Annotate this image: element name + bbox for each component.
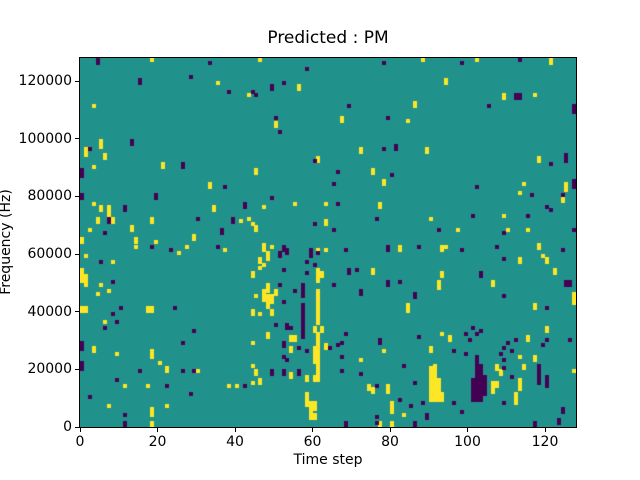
y-tick-mark xyxy=(75,195,79,197)
y-tick-label: 100000 xyxy=(18,130,72,147)
y-tick-mark xyxy=(75,138,79,140)
y-tick-mark xyxy=(75,311,79,313)
x-tick-mark xyxy=(389,428,391,432)
x-tick-label: 20 xyxy=(148,434,167,450)
y-tick-label: 40000 xyxy=(27,303,72,320)
y-tick-mark xyxy=(75,253,79,255)
x-axis-label: Time step xyxy=(293,452,363,468)
x-tick-label: 80 xyxy=(381,434,399,450)
y-tick-mark xyxy=(75,426,79,428)
y-tick-label: 20000 xyxy=(27,361,72,378)
y-tick-label: 0 xyxy=(63,419,72,435)
x-tick-label: 100 xyxy=(454,434,481,450)
x-tick-label: 120 xyxy=(531,434,559,450)
x-tick-mark xyxy=(234,428,236,432)
x-tick-label: 40 xyxy=(226,434,244,450)
y-tick-label: 80000 xyxy=(27,188,72,205)
x-tick-label: 60 xyxy=(303,434,322,450)
plot-frame xyxy=(79,57,577,428)
chart-title: Predicted : PM xyxy=(267,28,389,48)
heatmap-canvas xyxy=(80,58,576,427)
x-tick-mark xyxy=(79,428,81,432)
x-tick-mark xyxy=(544,428,546,432)
x-tick-mark xyxy=(312,428,313,432)
y-tick-label: 120000 xyxy=(18,73,72,90)
y-tick-mark xyxy=(75,368,79,370)
x-tick-mark xyxy=(157,428,158,432)
x-tick-label: 0 xyxy=(75,434,85,450)
y-tick-label: 60000 xyxy=(27,246,72,263)
x-tick-mark xyxy=(467,428,468,432)
y-tick-mark xyxy=(75,80,79,82)
y-axis-label: Frequency (Hz) xyxy=(0,189,14,295)
